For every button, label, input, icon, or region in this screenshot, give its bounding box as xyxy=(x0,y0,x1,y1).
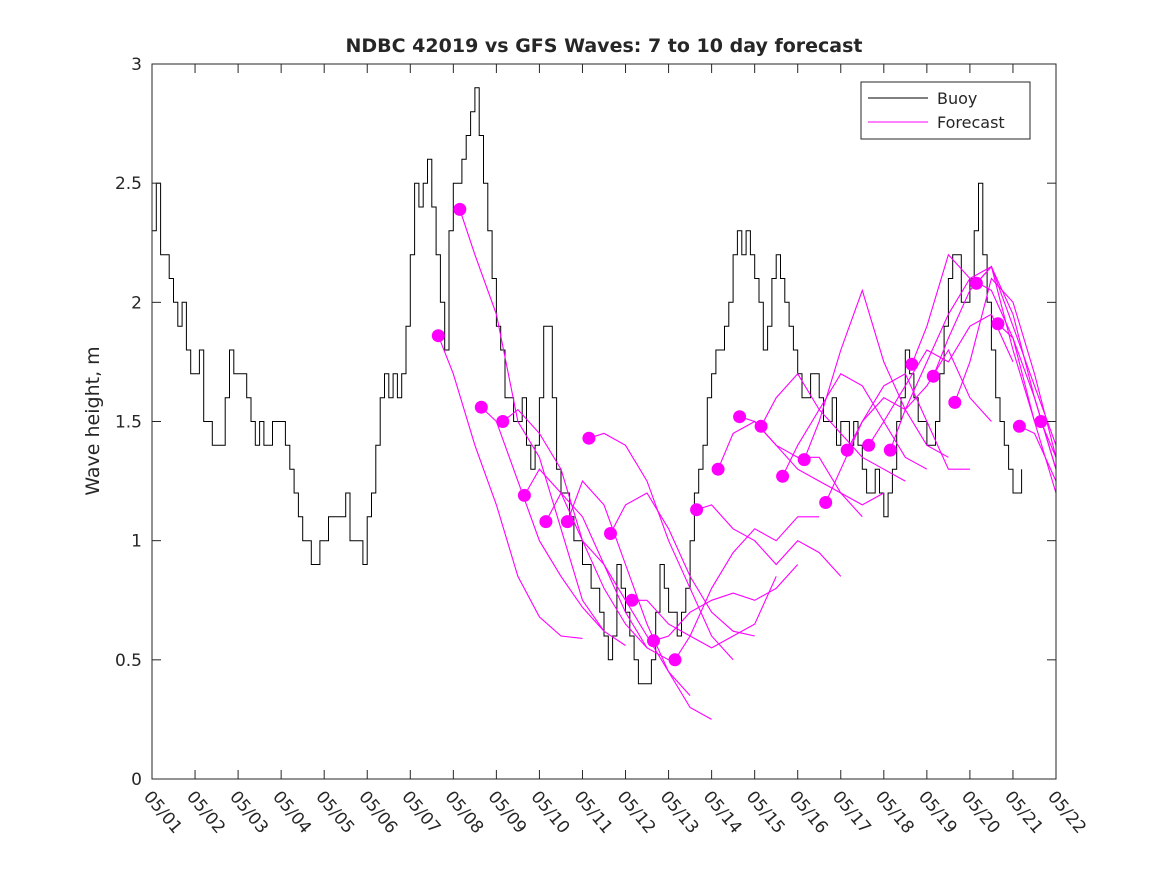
forecast-marker-26 xyxy=(969,276,983,290)
x-tick-label-21: 05/22 xyxy=(1043,787,1090,837)
legend-box xyxy=(860,81,1031,140)
forecast-run-line-13 xyxy=(696,504,842,577)
forecast-run-line-1 xyxy=(437,335,583,639)
y-tick-label-0: 0 xyxy=(131,770,142,790)
forecast-run-line-16 xyxy=(760,372,906,482)
forecast-marker-12 xyxy=(668,653,682,667)
forecast-run-line-17 xyxy=(782,373,928,477)
forecast-run-line-21 xyxy=(868,313,1014,446)
forecast-marker-3 xyxy=(474,400,488,414)
forecast-marker-19 xyxy=(819,496,833,509)
legend-forecast-label: Forecast xyxy=(937,113,1005,132)
x-tick-label-2: 05/03 xyxy=(225,787,272,837)
forecast-marker-4 xyxy=(496,415,510,428)
forecast-run-line-2 xyxy=(459,209,605,632)
x-tick-label-6: 05/07 xyxy=(397,787,444,837)
forecast-marker-23 xyxy=(905,357,919,371)
y-tick-label-3: 1.5 xyxy=(115,413,142,433)
forecast-marker-5 xyxy=(517,488,531,502)
forecast-marker-21 xyxy=(862,438,876,452)
y-tick-label-4: 2 xyxy=(131,293,142,313)
chart-title: NDBC 42019 vs GFS Waves: 7 to 10 day for… xyxy=(345,35,862,57)
forecast-run-line-9 xyxy=(610,492,755,637)
x-tick-label-11: 05/12 xyxy=(613,787,660,837)
forecast-marker-9 xyxy=(604,527,617,540)
x-tick-label-15: 05/16 xyxy=(785,787,832,837)
forecast-marker-25 xyxy=(948,395,962,409)
forecast-marker-2 xyxy=(453,202,467,216)
x-tick-label-12: 05/13 xyxy=(656,787,703,837)
forecast-run-line-6 xyxy=(545,491,691,696)
y-tick-label-5: 2.5 xyxy=(115,174,142,194)
forecast-run-line-8 xyxy=(588,432,734,661)
forecast-marker-15 xyxy=(733,410,747,424)
x-tick-label-5: 05/06 xyxy=(354,787,401,837)
forecast-run-line-22 xyxy=(889,265,1036,451)
forecast-marker-8 xyxy=(582,431,596,445)
x-tick-label-20: 05/21 xyxy=(1000,787,1047,837)
forecast-marker-27 xyxy=(991,317,1005,331)
forecast-run-line-5 xyxy=(523,468,669,661)
forecast-marker-29 xyxy=(1034,415,1048,428)
x-tick-label-8: 05/09 xyxy=(484,787,531,837)
forecast-marker-24 xyxy=(926,369,940,383)
x-tick-label-17: 05/18 xyxy=(871,787,918,837)
x-tick-label-19: 05/20 xyxy=(957,787,1004,837)
x-tick-label-3: 05/04 xyxy=(268,787,315,837)
x-tick-label-4: 05/05 xyxy=(311,787,358,837)
forecast-run-line-14 xyxy=(717,420,863,518)
forecast-run-line-27 xyxy=(997,323,1056,470)
x-tick-label-1: 05/02 xyxy=(182,787,229,837)
y-tick-label-6: 3 xyxy=(131,55,142,75)
x-tick-label-13: 05/14 xyxy=(699,787,746,837)
forecast-run-line-12 xyxy=(674,516,820,661)
x-tick-label-16: 05/17 xyxy=(828,787,875,837)
x-tick-label-7: 05/08 xyxy=(441,787,488,837)
forecast-marker-20 xyxy=(840,443,854,457)
y-tick-label-1: 0.5 xyxy=(115,651,142,671)
forecast-marker-28 xyxy=(1012,419,1026,433)
forecast-marker-14 xyxy=(711,462,725,476)
forecast-run-line-7 xyxy=(566,480,712,720)
forecast-run-line-10 xyxy=(632,576,777,649)
buoy-series-line xyxy=(152,87,1023,685)
x-tick-label-9: 05/10 xyxy=(527,787,574,837)
x-tick-label-14: 05/15 xyxy=(742,787,789,837)
x-tick-label-0: 05/01 xyxy=(139,787,186,837)
forecast-marker-13 xyxy=(690,503,704,517)
forecast-marker-18 xyxy=(797,453,811,467)
y-axis-label: Wave height, m xyxy=(82,346,104,495)
forecast-run-line-20 xyxy=(846,348,992,451)
x-tick-label-10: 05/11 xyxy=(570,787,617,837)
forecast-run-line-18 xyxy=(803,288,949,460)
forecast-marker-22 xyxy=(883,443,897,457)
forecast-marker-6 xyxy=(539,515,553,529)
forecast-run-line-3 xyxy=(480,406,626,646)
forecast-run-line-11 xyxy=(653,564,799,642)
forecast-run-line-26 xyxy=(975,265,1056,446)
forecast-marker-1 xyxy=(431,329,445,343)
forecast-marker-7 xyxy=(560,515,574,529)
legend-buoy-label: Buoy xyxy=(937,89,977,108)
forecast-marker-16 xyxy=(754,419,768,433)
forecast-marker-10 xyxy=(625,593,639,607)
forecast-run-line-19 xyxy=(825,373,970,503)
legend: Buoy Forecast xyxy=(860,81,1031,140)
forecast-marker-17 xyxy=(776,469,790,483)
forecast-marker-11 xyxy=(647,634,660,648)
y-tick-label-2: 1 xyxy=(131,532,142,552)
forecast-run-line-25 xyxy=(954,277,1056,458)
x-tick-label-18: 05/19 xyxy=(914,787,961,837)
